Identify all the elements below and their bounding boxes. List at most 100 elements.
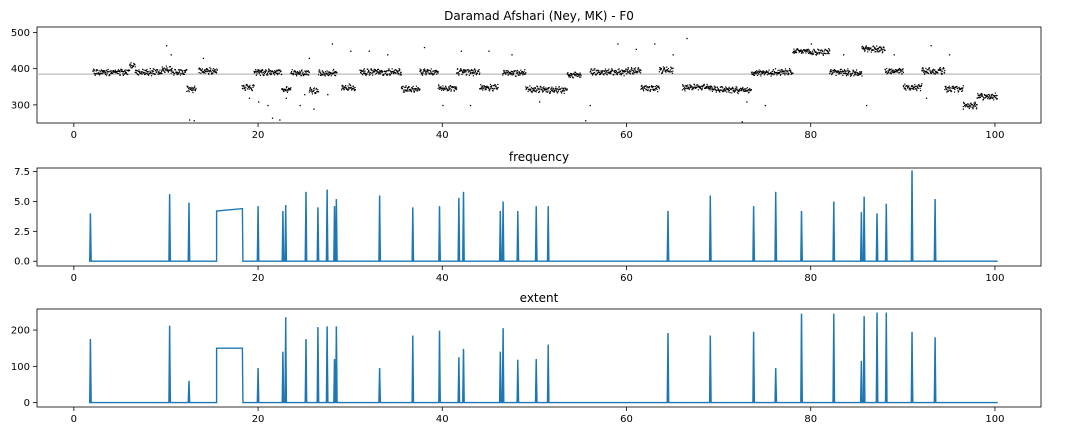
f0-point — [489, 88, 491, 91]
f0-point — [969, 105, 971, 107]
f0-point — [161, 72, 163, 75]
f0-marks — [37, 37, 1041, 123]
f0-point — [407, 88, 409, 90]
f0-point — [598, 71, 600, 74]
f0-point — [277, 74, 279, 76]
f0-point — [545, 91, 547, 93]
f0-point — [552, 91, 555, 93]
f0-point — [894, 69, 896, 71]
f0-point — [371, 69, 373, 72]
f0-point — [348, 87, 350, 89]
f0-point — [825, 52, 827, 55]
f0-point — [365, 74, 367, 76]
f0-point — [820, 52, 823, 54]
f0-point — [326, 70, 328, 72]
f0-point — [867, 48, 869, 51]
f0-point — [419, 88, 421, 90]
f0-point — [864, 48, 866, 50]
f0-contour-segment — [727, 86, 753, 95]
f0-point — [708, 86, 710, 88]
f0-point — [310, 88, 312, 90]
f0-point — [754, 71, 756, 73]
f0-point — [455, 88, 457, 91]
x-tick-label: 100 — [985, 273, 1004, 284]
f0-point — [902, 71, 905, 74]
f0-point — [440, 86, 442, 88]
f0-point — [842, 54, 845, 56]
f0-point — [537, 87, 539, 90]
f0-point — [521, 70, 524, 73]
x-tick-label: 40 — [436, 130, 449, 141]
f0-point — [601, 70, 604, 72]
f0-contour-segment — [773, 67, 794, 76]
f0-point — [829, 71, 831, 73]
f0-point — [370, 68, 372, 70]
f0-point — [441, 89, 443, 91]
f0-point — [563, 89, 565, 91]
f0-point — [515, 72, 518, 74]
f0-point — [212, 68, 215, 70]
f0-point — [130, 67, 133, 69]
f0-point — [733, 87, 735, 89]
f0-point — [571, 73, 573, 75]
f0-point — [772, 69, 775, 71]
f0-point — [557, 88, 559, 90]
f0-point — [623, 75, 625, 77]
f0-point — [658, 85, 660, 87]
f0-point — [973, 102, 975, 104]
f0-point — [760, 70, 762, 73]
f0-point — [579, 73, 581, 75]
f0-point — [929, 70, 931, 72]
f0-point — [502, 74, 504, 76]
f0-point — [987, 97, 989, 100]
f0-point — [428, 72, 430, 74]
f0-point — [681, 89, 683, 91]
f0-point — [486, 85, 488, 87]
f0-point — [948, 89, 951, 91]
f0-point — [801, 50, 804, 53]
f0-point — [306, 73, 308, 75]
f0-point — [439, 88, 441, 90]
f0-point — [263, 72, 265, 74]
f0-point — [385, 72, 387, 74]
f0-point — [412, 88, 414, 90]
f0-point — [186, 85, 188, 87]
f0-point — [622, 70, 624, 72]
f0-point — [757, 71, 759, 73]
f0-point — [947, 86, 950, 89]
f0-point — [249, 85, 251, 88]
f0-point — [167, 70, 169, 73]
f0-point — [487, 86, 489, 88]
f0-point — [286, 90, 288, 92]
f0-point — [444, 88, 446, 90]
f0-point — [112, 70, 114, 72]
f0-point — [647, 89, 649, 91]
f0-point — [442, 104, 444, 107]
f0-point — [96, 69, 99, 71]
f0-point — [706, 83, 708, 86]
f0-point — [798, 50, 801, 53]
f0-point — [746, 101, 748, 103]
f0-point — [683, 88, 685, 90]
f0-point — [281, 88, 283, 90]
f0-point — [553, 91, 555, 93]
f0-point — [853, 71, 855, 74]
f0-point — [279, 119, 281, 121]
f0-point — [754, 71, 757, 73]
f0-point — [927, 69, 929, 71]
f0-point — [532, 88, 534, 90]
f0-point — [360, 70, 362, 72]
f0-point — [102, 72, 104, 74]
f0-point — [921, 70, 924, 72]
f0-point — [914, 85, 916, 88]
f0-point — [448, 85, 450, 88]
f0-point — [865, 46, 867, 49]
f0-point — [835, 70, 838, 73]
f0-point — [111, 73, 113, 75]
f0-point — [682, 85, 684, 87]
f0-point — [404, 86, 406, 88]
f0-point — [379, 73, 381, 75]
f0-point — [313, 108, 315, 110]
f0-point — [450, 85, 452, 87]
f0-point — [905, 89, 907, 91]
